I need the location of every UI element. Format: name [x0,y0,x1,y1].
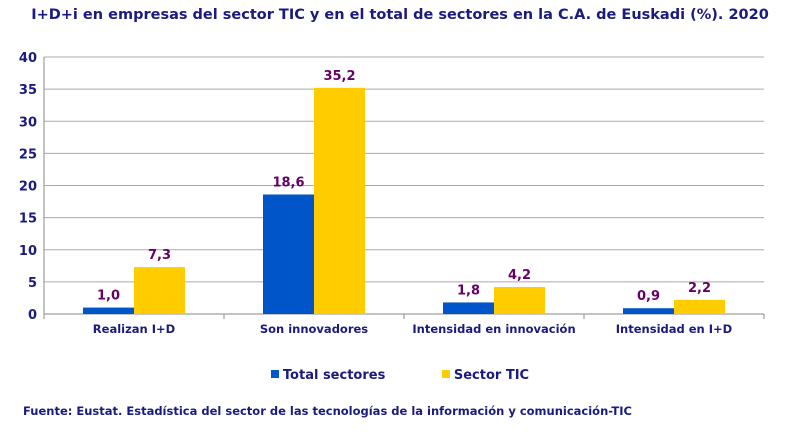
data-label: 18,6 [272,175,304,190]
y-tick-label: 25 [19,147,37,162]
bar-total-sectores [83,307,134,314]
data-label: 35,2 [323,69,355,84]
legend: Total sectores Sector TIC [0,368,800,383]
x-tick-label: Realizan I+D [93,322,175,336]
bar-sector-tic [314,87,365,314]
chart-title: I+D+i en empresas del sector TIC y en el… [31,7,769,23]
data-label: 2,2 [688,281,711,296]
legend-item-total: Total sectores [270,368,386,383]
x-tick-label: Son innovadores [260,322,368,336]
x-tick-label: Intensidad en innovación [412,322,575,336]
y-tick-label: 0 [28,308,37,323]
data-label: 1,8 [457,283,480,298]
y-tick-label: 20 [19,180,37,195]
data-label: 7,3 [148,248,171,263]
legend-label-tic: Sector TIC [453,368,530,383]
legend-swatch-tic [441,370,450,378]
bar-total-sectores [623,308,674,314]
legend-item-tic: Sector TIC [441,368,530,383]
y-tick-label: 40 [19,51,37,66]
data-label: 4,2 [508,268,531,283]
bar-sector-tic [494,287,545,314]
y-tick-label: 10 [19,244,37,259]
source-note: Fuente: Eustat. Estadística del sector d… [23,404,632,418]
y-tick-label: 30 [19,115,37,130]
bar-total-sectores [263,194,314,314]
x-tick-label: Intensidad en I+D [616,322,732,336]
bar-sector-tic [674,299,725,314]
legend-swatch-total [270,370,279,378]
bar-sector-tic [134,267,185,314]
data-label: 1,0 [97,289,120,304]
bar-total-sectores [443,302,494,314]
data-label: 0,9 [637,289,660,304]
legend-label-total: Total sectores [282,368,386,383]
y-tick-label: 5 [28,276,37,291]
y-tick-label: 15 [19,212,37,227]
y-tick-label: 35 [19,83,37,98]
